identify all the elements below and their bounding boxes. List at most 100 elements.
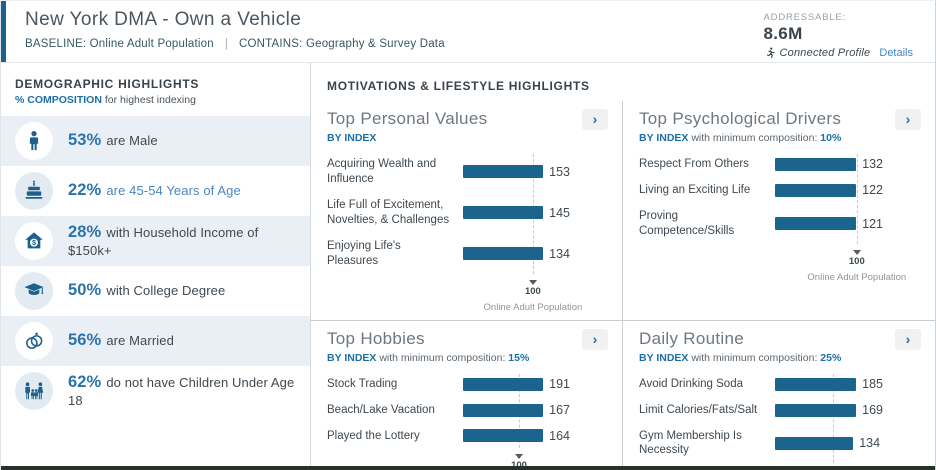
bar-track: 191 [463, 377, 608, 391]
baseline-dashed-line [856, 154, 858, 244]
stat-desc: are Married [106, 333, 174, 349]
chevron-right-icon: › [905, 111, 911, 127]
svg-text:$: $ [32, 238, 36, 247]
bar-row: Played the Lottery 164 [327, 429, 608, 444]
details-link[interactable]: Details [879, 47, 913, 59]
bar [775, 377, 857, 391]
bar [463, 165, 544, 179]
baseline-label: BASELINE: Online Adult Population [25, 38, 214, 50]
bar-value: 134 [549, 246, 570, 261]
bar-chart: Stock Trading 191 Beach/Lake Vacation 167 Pl… [327, 373, 608, 470]
chevron-right-icon: › [905, 330, 911, 347]
by-index-label: BY INDEX [327, 132, 377, 144]
family-icon [15, 372, 53, 410]
stat-row-children: 62% do not have Children Under Age 18 [1, 366, 310, 416]
baseline-value: 100 [511, 460, 527, 470]
by-index-label: BY INDEX [639, 132, 689, 144]
bar-value: 164 [549, 428, 570, 443]
sidebar-subheading: % COMPOSITION for highest indexing [1, 91, 310, 116]
page-title: New York DMA - Own a Vehicle [25, 9, 302, 30]
bar-label: Respect From Others [639, 158, 749, 170]
bar [463, 247, 544, 261]
bar-row: Avoid Drinking Soda 185 [639, 377, 921, 392]
header-accent-stripe [1, 1, 6, 62]
stat-pct: 56% [68, 331, 102, 350]
bar-track: 167 [463, 403, 608, 417]
header-right: ADDRESSABLE: 8.6M Connected Profile Deta… [764, 9, 913, 62]
stat-text: 53% are Male [68, 130, 158, 151]
panels-grid: Top Personal Values › BY INDEX Acquiring… [311, 101, 935, 470]
bar-chart: Respect From Others 132 Living an Exciting… [639, 154, 921, 286]
bar [775, 157, 857, 171]
composition-caption: for highest indexing [101, 94, 196, 106]
min-composition-label: with minimum composition: [688, 351, 821, 364]
panel-expand-button[interactable]: › [895, 328, 921, 350]
header-subtitle: BASELINE: Online Adult Population | CONTAI… [25, 38, 445, 50]
stat-text: 28% with Household Income of $150k+ [68, 222, 296, 260]
graduation-cap-icon [15, 272, 53, 310]
bottom-border-bar [1, 466, 935, 470]
stat-text: 56% are Married [68, 330, 174, 351]
bar-value: 145 [549, 205, 570, 220]
bar-label: Acquiring Wealth and Influence [327, 158, 437, 185]
panel-expand-button[interactable]: › [582, 328, 608, 350]
bar-value: 132 [862, 157, 883, 172]
bar-track: 164 [463, 429, 608, 443]
main-heading: MOTIVATIONS & LIFESTYLE HIGHLIGHTS [327, 79, 590, 93]
panel-subtitle: BY INDEX with minimum composition: 25% [639, 352, 921, 364]
min-composition-label: with minimum composition: [688, 132, 821, 144]
bar-row: Gym Membership Is Necessity 134 [639, 429, 921, 459]
bar-row: Acquiring Wealth and Influence 153 [327, 157, 608, 187]
panel-subtitle: BY INDEX [327, 132, 608, 144]
bar-track: 169 [775, 403, 921, 417]
triangle-down-icon [515, 454, 524, 460]
bar [463, 429, 544, 443]
panel-top-personal-values: Top Personal Values › BY INDEX Acquiring… [311, 101, 623, 321]
bar-row: Life Full of Excitement, Novelties, & Ch… [327, 198, 608, 228]
stat-pct: 28% [68, 222, 102, 241]
bar-value: 121 [862, 216, 883, 231]
bar [775, 183, 857, 197]
bar [463, 206, 544, 220]
bar-value: 167 [549, 403, 570, 418]
stat-desc: with College Degree [106, 283, 226, 299]
birthday-cake-icon [15, 172, 53, 210]
bar-label: Enjoying Life's Pleasures [327, 239, 401, 267]
by-index-label: BY INDEX [639, 351, 689, 364]
bar-row: Beach/Lake Vacation 167 [327, 403, 608, 418]
baseline-caption: Online Adult Population [483, 301, 583, 313]
panel-title: Top Hobbies [327, 328, 425, 348]
panel-top-psychological-drivers: Top Psychological Drivers › BY INDEX wit… [623, 101, 935, 321]
bar-label: Proving Competence/Skills [639, 209, 735, 237]
panel-subtitle: BY INDEX with minimum composition: 15% [327, 352, 608, 364]
demographic-highlights-sidebar: DEMOGRAPHIC HIGHLIGHTS % COMPOSITION for… [1, 63, 311, 467]
bar-label: Limit Calories/Fats/Salt [639, 403, 758, 416]
panel-header: Top Hobbies › [327, 328, 608, 350]
panel-expand-button[interactable]: › [582, 109, 608, 130]
baseline-dashed-line [833, 373, 835, 464]
bar-label: Avoid Drinking Soda [639, 377, 743, 390]
chevron-right-icon: › [592, 111, 598, 127]
bar-row: Limit Calories/Fats/Salt 169 [639, 403, 921, 418]
bar-label: Life Full of Excitement, Novelties, & Ch… [327, 198, 450, 226]
bar-row: Respect From Others 132 [639, 157, 921, 172]
panel-expand-button[interactable]: › [895, 109, 921, 130]
bar-track: 132 [775, 157, 921, 171]
bar-value: 185 [862, 377, 883, 392]
stat-pct: 53% [68, 131, 102, 150]
stat-desc: do not have Children Under Age 18 [68, 374, 295, 409]
bar-value: 169 [862, 403, 883, 418]
panel-title: Top Psychological Drivers [639, 109, 842, 128]
bar-value: 134 [859, 436, 881, 451]
by-index-label: BY INDEX [327, 351, 377, 364]
chart-axis: 100 Online Adult Population [639, 249, 921, 286]
bar-label: Living an Exciting Life [639, 183, 751, 196]
panel-daily-routine: Daily Routine › BY INDEX with minimum co… [623, 321, 935, 470]
chart-axis: 100 Online Adult Population [327, 279, 608, 316]
bar-row: Enjoying Life's Pleasures 134 [327, 239, 608, 269]
header-left: New York DMA - Own a Vehicle BASELINE: O… [25, 9, 445, 62]
chevron-right-icon: › [592, 330, 598, 347]
triangle-down-icon [852, 249, 861, 255]
stat-row-male: 53% are Male [1, 116, 310, 166]
triangle-down-icon [528, 279, 537, 285]
